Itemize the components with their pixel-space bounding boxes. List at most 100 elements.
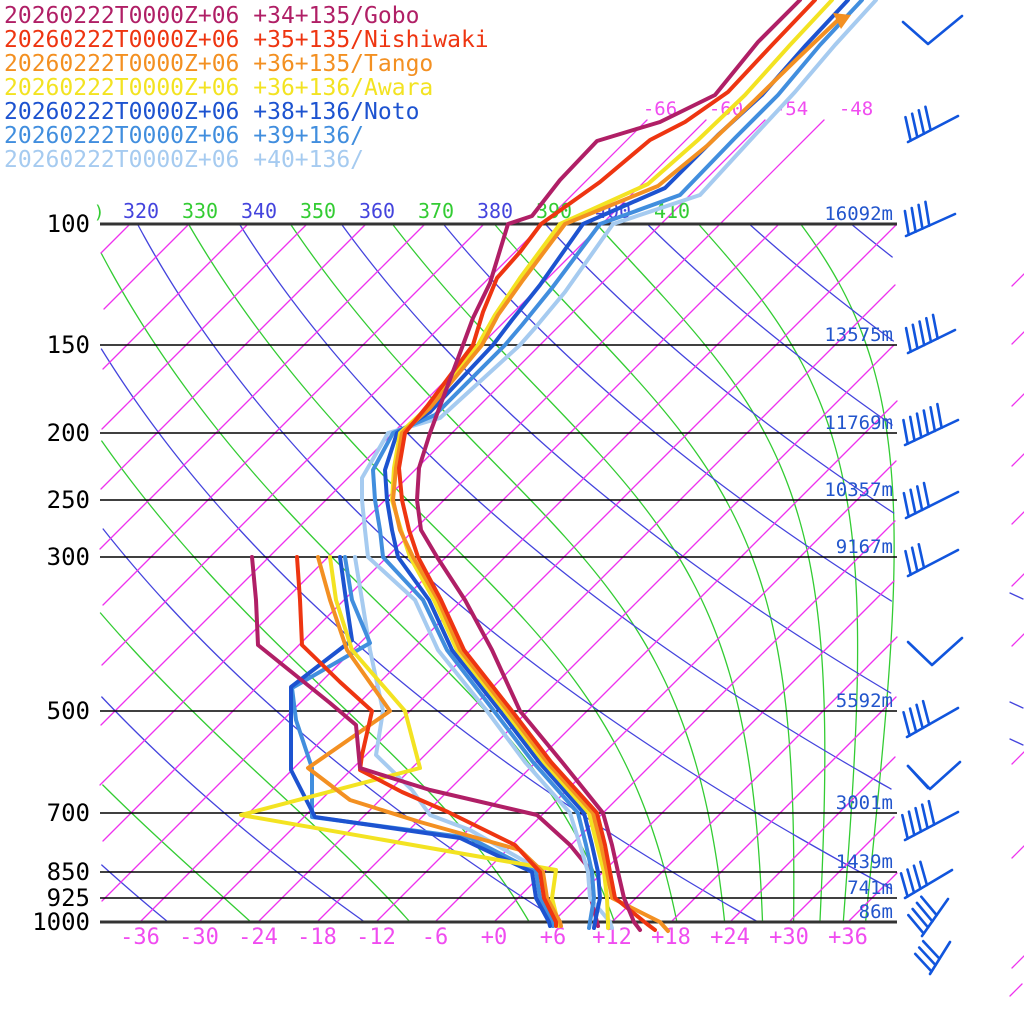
legend-entry: 20260222T0000Z+06 +34+135/Gobo <box>4 3 419 29</box>
barb-feather <box>910 546 919 573</box>
edge-dash-magenta <box>1009 983 1023 997</box>
moist-adiabat <box>800 224 895 922</box>
pressure-label: 150 <box>47 331 90 359</box>
isotherm-bottom-label: -24 <box>238 925 278 950</box>
edge-dash-magenta <box>1011 453 1024 467</box>
legend-entry: 20260222T0000Z+06 +36+136/Awara <box>4 75 433 101</box>
isotherm <box>317 344 895 922</box>
pressure-label: 850 <box>47 858 90 886</box>
barb-feather <box>911 323 919 350</box>
temperature-trace-noto <box>383 0 850 930</box>
edge-dash-magenta <box>1011 331 1024 345</box>
barb-feather <box>910 206 917 233</box>
wind-barb <box>907 895 950 938</box>
edge-dash-magenta <box>1011 393 1024 407</box>
isotherm <box>848 872 898 922</box>
isotherm-extension <box>660 119 766 225</box>
isotherm-bottom-label: +30 <box>769 925 809 950</box>
barb-feather <box>924 105 932 132</box>
barb-feather <box>927 799 936 826</box>
wind-barb <box>913 939 952 976</box>
moist-adiabat <box>392 224 764 922</box>
isotherm-extension <box>542 119 648 225</box>
dry-adiabat <box>101 696 364 922</box>
isotherm <box>101 224 543 666</box>
barb-shaft <box>903 868 954 900</box>
isotherm <box>102 224 248 370</box>
pressure-label: 925 <box>47 884 90 912</box>
isotherm <box>789 816 895 922</box>
moist-adiabat <box>102 784 251 922</box>
edge-dash-magenta <box>1011 751 1024 765</box>
dry-adiabat <box>647 224 893 426</box>
dewpoint-trace-noto <box>289 555 552 928</box>
legend-entry: 20260222T0000Z+06 +39+136/ <box>4 123 364 149</box>
barb-feather <box>922 409 930 436</box>
wind-barb <box>901 799 960 842</box>
tango-arrowhead <box>833 13 851 29</box>
legend: 20260222T0000Z+06 +34+135/Gobo 20260222T0… <box>4 3 489 173</box>
barb-feather <box>914 806 923 833</box>
edge-dash-magenta <box>1011 573 1024 587</box>
isotherm <box>102 224 484 606</box>
barb-feather <box>919 895 938 917</box>
wind-barb-v <box>906 764 930 790</box>
moist-adiabat <box>596 224 826 922</box>
barb-feather <box>915 703 924 730</box>
isotherm-bottom-label: -12 <box>356 925 396 950</box>
barb-feather <box>915 412 923 439</box>
edge-dash-magenta <box>1011 633 1024 647</box>
barb-feather <box>924 200 931 227</box>
legend-entry: 20260222T0000Z+06 +40+136/ <box>4 147 364 173</box>
isotherm <box>103 224 189 310</box>
wind-barb-column <box>899 14 964 976</box>
barb-feather <box>902 418 910 446</box>
barb-feather <box>919 860 929 887</box>
barb-feather <box>912 864 922 891</box>
moist-adiabat <box>698 224 859 922</box>
isotherm <box>100 224 602 726</box>
barb-feather <box>915 901 934 923</box>
wind-barb <box>904 542 960 578</box>
isotherm <box>100 224 130 254</box>
temperature-trace-plus40 <box>360 0 878 930</box>
legend-entry: 20260222T0000Z+06 +36+135/Tango <box>4 51 433 77</box>
barb-feather <box>913 952 933 973</box>
dry-adiabat <box>443 224 893 602</box>
barb-feather <box>904 326 912 353</box>
dry-adiabat <box>749 224 894 342</box>
moist-adiabat <box>100 252 615 922</box>
wind-barb <box>902 402 960 447</box>
edge-dash-blue <box>1009 738 1024 746</box>
edge-dash-magenta <box>1011 845 1024 859</box>
isotherm <box>730 756 896 922</box>
isotherm <box>494 520 896 922</box>
height-label: 86m <box>859 901 893 923</box>
barb-feather <box>906 868 916 894</box>
barb-feather <box>908 707 918 734</box>
theta-label: 370 <box>418 199 454 223</box>
barb-feather <box>921 699 931 726</box>
pressure-gridlines <box>100 222 897 924</box>
barb-feather <box>904 549 912 576</box>
temperature-trace-tango <box>391 18 840 933</box>
isotherm <box>199 224 897 922</box>
barb-feather <box>907 913 926 935</box>
isotherm-bottom-label: +6 <box>540 925 567 950</box>
pressure-label: 500 <box>47 697 90 725</box>
barb-feather <box>899 872 909 898</box>
barb-shaft <box>920 897 950 938</box>
dewpoint-trace-plus39 <box>290 555 555 928</box>
edge-dash-blue <box>1009 701 1024 709</box>
barb-feather <box>910 112 919 139</box>
barb-feather <box>917 203 924 230</box>
dry-adiabat <box>341 224 892 694</box>
barb-feather <box>902 491 910 518</box>
isotherm-bottom-label: -30 <box>179 925 219 950</box>
isotherm-bottom-label: -36 <box>120 925 160 950</box>
height-label: 13575m <box>824 324 893 346</box>
wind-barb <box>903 200 957 238</box>
dry-adiabat <box>239 224 892 790</box>
